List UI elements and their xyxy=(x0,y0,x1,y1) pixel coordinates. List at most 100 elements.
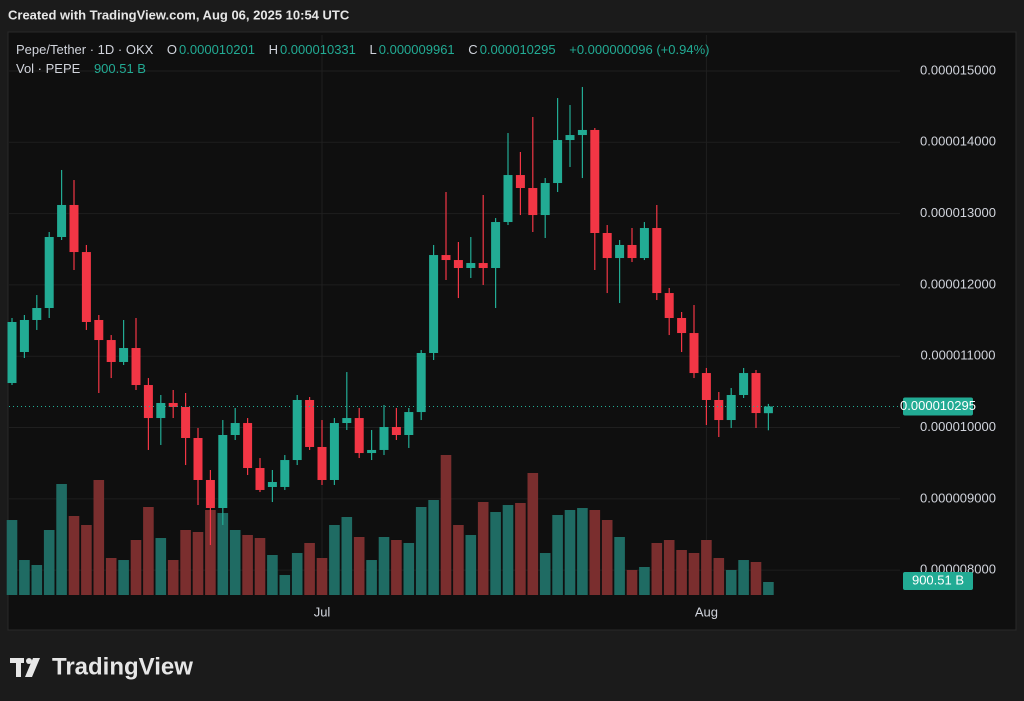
last-price-badge xyxy=(903,397,973,416)
candle-body xyxy=(168,402,178,407)
y-tick-label: 0.000015000 xyxy=(920,62,996,77)
candle-body xyxy=(528,188,538,216)
candle-body xyxy=(280,460,290,487)
ohlc-label: O xyxy=(166,42,178,57)
y-tick-label: 0.000013000 xyxy=(920,205,996,220)
top-caption: Created with TradingView.com, Aug 06, 20… xyxy=(8,7,350,22)
volume-bar xyxy=(353,536,365,595)
symbol: Pepe/Tether · 1D · OKX xyxy=(16,42,154,57)
volume-bar xyxy=(763,582,774,595)
volume-bar xyxy=(663,539,675,595)
volume-bar xyxy=(688,553,700,595)
volume-bar xyxy=(502,505,514,595)
candle-body xyxy=(69,204,79,253)
volume-bar xyxy=(329,525,340,595)
candle-body xyxy=(7,321,17,384)
volume-bar xyxy=(465,535,477,595)
volume-bar xyxy=(130,539,142,595)
candle-body xyxy=(627,244,637,259)
candle-body xyxy=(515,175,525,189)
volume-bar xyxy=(453,525,464,595)
candle-body xyxy=(181,406,191,438)
candle-body xyxy=(267,481,277,487)
candle-body xyxy=(416,353,426,413)
candle-body xyxy=(19,319,29,353)
volume-bar xyxy=(291,553,303,595)
y-tick-label: 0.000012000 xyxy=(920,276,996,291)
volume-bar xyxy=(93,480,105,595)
candle-body xyxy=(119,348,129,362)
candle-body xyxy=(367,449,377,454)
volume-bar xyxy=(415,506,427,595)
volume-bar xyxy=(738,560,749,595)
volume-bar xyxy=(725,569,737,595)
candle-body xyxy=(57,204,67,237)
candle-body xyxy=(218,435,228,509)
ohlc-label: H xyxy=(268,42,278,57)
y-tick-label: 0.000011000 xyxy=(921,348,996,363)
volume-bar xyxy=(440,455,452,595)
candle-body xyxy=(354,418,364,454)
candle-body xyxy=(143,385,153,419)
candle-body xyxy=(342,418,352,424)
volume-bar xyxy=(192,532,204,595)
ohlc-label: L xyxy=(369,42,377,57)
volume-bar xyxy=(539,553,551,595)
candle-body xyxy=(540,183,550,216)
y-tick-label: 0.000009000 xyxy=(920,490,996,505)
volume-bar xyxy=(577,508,588,595)
candle-body xyxy=(590,129,600,234)
candle-body xyxy=(404,412,414,435)
volume-bar xyxy=(205,510,216,595)
volume-bar xyxy=(601,520,613,595)
volume-bar xyxy=(750,561,762,595)
brand-name: TradingView xyxy=(52,653,193,680)
volume-value: 900.51 B xyxy=(93,61,146,76)
candle-body xyxy=(453,260,463,269)
volume-bar xyxy=(701,539,712,595)
change: +0.000000096 (+0.94%) xyxy=(569,42,710,57)
volume-bar xyxy=(167,560,179,595)
candle-body xyxy=(292,399,302,461)
candle-body xyxy=(106,340,116,362)
volume-bar xyxy=(589,510,601,595)
candle-body xyxy=(503,175,513,223)
volume-row: Vol · PEPE 900.51 B xyxy=(16,59,711,78)
volume-bar xyxy=(155,538,167,595)
volume-bar xyxy=(304,543,315,595)
volume-bar xyxy=(676,550,687,595)
candle-body xyxy=(255,468,265,490)
volume-bar xyxy=(217,513,229,595)
volume-bar xyxy=(105,558,117,595)
volume-badge-label: 900.51 B xyxy=(912,572,964,587)
volume-bar xyxy=(515,502,526,595)
candle-body xyxy=(701,373,711,400)
volume-bar xyxy=(19,560,30,595)
volume-bar xyxy=(403,543,415,595)
candle-body xyxy=(317,446,327,480)
candle-body xyxy=(94,319,104,341)
volume-bar xyxy=(614,536,625,595)
volume-bar xyxy=(180,529,191,595)
volume-bar xyxy=(242,535,253,595)
volume-bar xyxy=(651,543,663,595)
candle-body xyxy=(478,263,488,269)
volume-bar xyxy=(341,517,353,595)
candle-body xyxy=(677,317,687,334)
candle-body xyxy=(44,236,54,309)
volume-badge xyxy=(903,572,973,590)
volume-bar xyxy=(254,538,266,595)
volume-bar xyxy=(490,512,501,595)
ohlc-value: 0.000009961 xyxy=(378,42,455,57)
candle-body xyxy=(131,348,141,386)
candle-body xyxy=(639,228,649,259)
x-tick-label: Jul xyxy=(314,604,331,619)
candle-body xyxy=(81,252,91,322)
candle-body xyxy=(491,222,501,269)
ohlc-label: C xyxy=(468,42,478,57)
candle-body xyxy=(602,233,612,259)
candle-body xyxy=(329,423,339,480)
volume-bar xyxy=(527,473,539,595)
volume-bar xyxy=(366,560,377,595)
